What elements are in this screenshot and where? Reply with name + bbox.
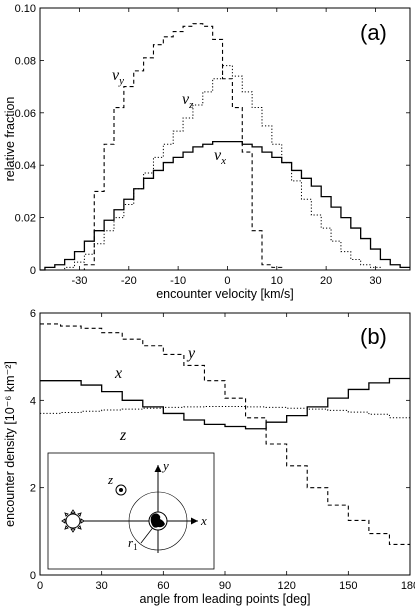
x-tick-label: -30 [72, 275, 88, 287]
x-tick-label: -20 [121, 275, 137, 287]
series-label-z: z [119, 427, 127, 444]
y-tick-label: 2 [30, 483, 36, 495]
inset-orbit-circle [128, 491, 188, 551]
panel-b-ticks: 0 30 60 90 120 150 180 0 2 4 6 [30, 308, 415, 592]
panel-a-chart: -30 -20 -10 0 10 20 30 0 0.02 0.04 0.06 0.08 0.10 (a… [3, 3, 411, 301]
series-line-vy [40, 23, 410, 271]
sun-icon [61, 509, 85, 533]
series-line-vz [40, 65, 410, 271]
y-tick-label: 0.02 [15, 213, 36, 225]
series-label-vx: vx [214, 147, 226, 167]
y-tick-label: 0 [30, 570, 36, 582]
panel-b-series [40, 323, 410, 545]
series-label-vy: vy [112, 67, 124, 87]
inset-label-y: y [161, 458, 169, 473]
inset-diagram: y x z r1 [47, 452, 215, 570]
series-line-z [40, 405, 410, 419]
y-tick-label: 0.08 [15, 55, 36, 67]
panel-a-series [40, 23, 410, 271]
inset-label-r1: r1 [128, 535, 138, 552]
panel-a-ylabel: relative fraction [3, 97, 17, 182]
x-tick-label: 120 [277, 580, 295, 592]
x-tick-label: 0 [37, 580, 43, 592]
y-tick-label: 6 [30, 308, 36, 320]
y-tick-label: 4 [30, 395, 36, 407]
x-tick-label: 0 [224, 275, 230, 287]
x-tick-label: 20 [320, 275, 332, 287]
x-tick-label: 30 [369, 275, 381, 287]
inset-y-arrowhead [154, 465, 162, 472]
x-tick-label: 180 [401, 580, 415, 592]
series-label-vz: vz [182, 91, 194, 111]
y-tick-label: 0.06 [15, 108, 36, 120]
panel-a-ticks: -30 -20 -10 0 10 20 30 0 0.02 0.04 0.06 0.08 0.10 [15, 3, 410, 287]
inset-x-arrowhead [191, 517, 198, 525]
panel-a-xlabel: encounter velocity [km/s] [156, 287, 294, 301]
panel-b-chart: 0 30 60 90 120 150 180 0 2 4 6 (b) angle from lead… [3, 308, 415, 606]
x-tick-label: 30 [96, 580, 108, 592]
panel-a-frame [39, 7, 411, 271]
z-axis-symbol-dot [119, 488, 123, 492]
series-label-x: x [114, 365, 122, 382]
x-tick-label: 150 [339, 580, 357, 592]
x-tick-label: 10 [271, 275, 283, 287]
series-line-vx [40, 140, 410, 271]
series-line-y [40, 323, 410, 545]
inset-label-z: z [107, 472, 113, 487]
panel-a-label: (a) [360, 20, 387, 45]
inset-label-x: x [200, 513, 207, 528]
panel-b-ylabel: encounter density [10⁻⁶ km⁻²] [3, 361, 17, 527]
series-line-x [40, 377, 410, 430]
x-tick-label: 60 [157, 580, 169, 592]
panel-b-label: (b) [360, 324, 387, 349]
earth-icon [148, 511, 168, 531]
y-tick-label: 0.10 [15, 3, 36, 15]
x-tick-label: -10 [170, 275, 186, 287]
y-tick-label: 0 [30, 265, 36, 277]
series-label-y: y [186, 345, 196, 362]
x-tick-label: 90 [219, 580, 231, 592]
y-tick-label: 0.04 [15, 160, 36, 172]
panel-b-xlabel: angle from leading points [deg] [140, 592, 311, 606]
